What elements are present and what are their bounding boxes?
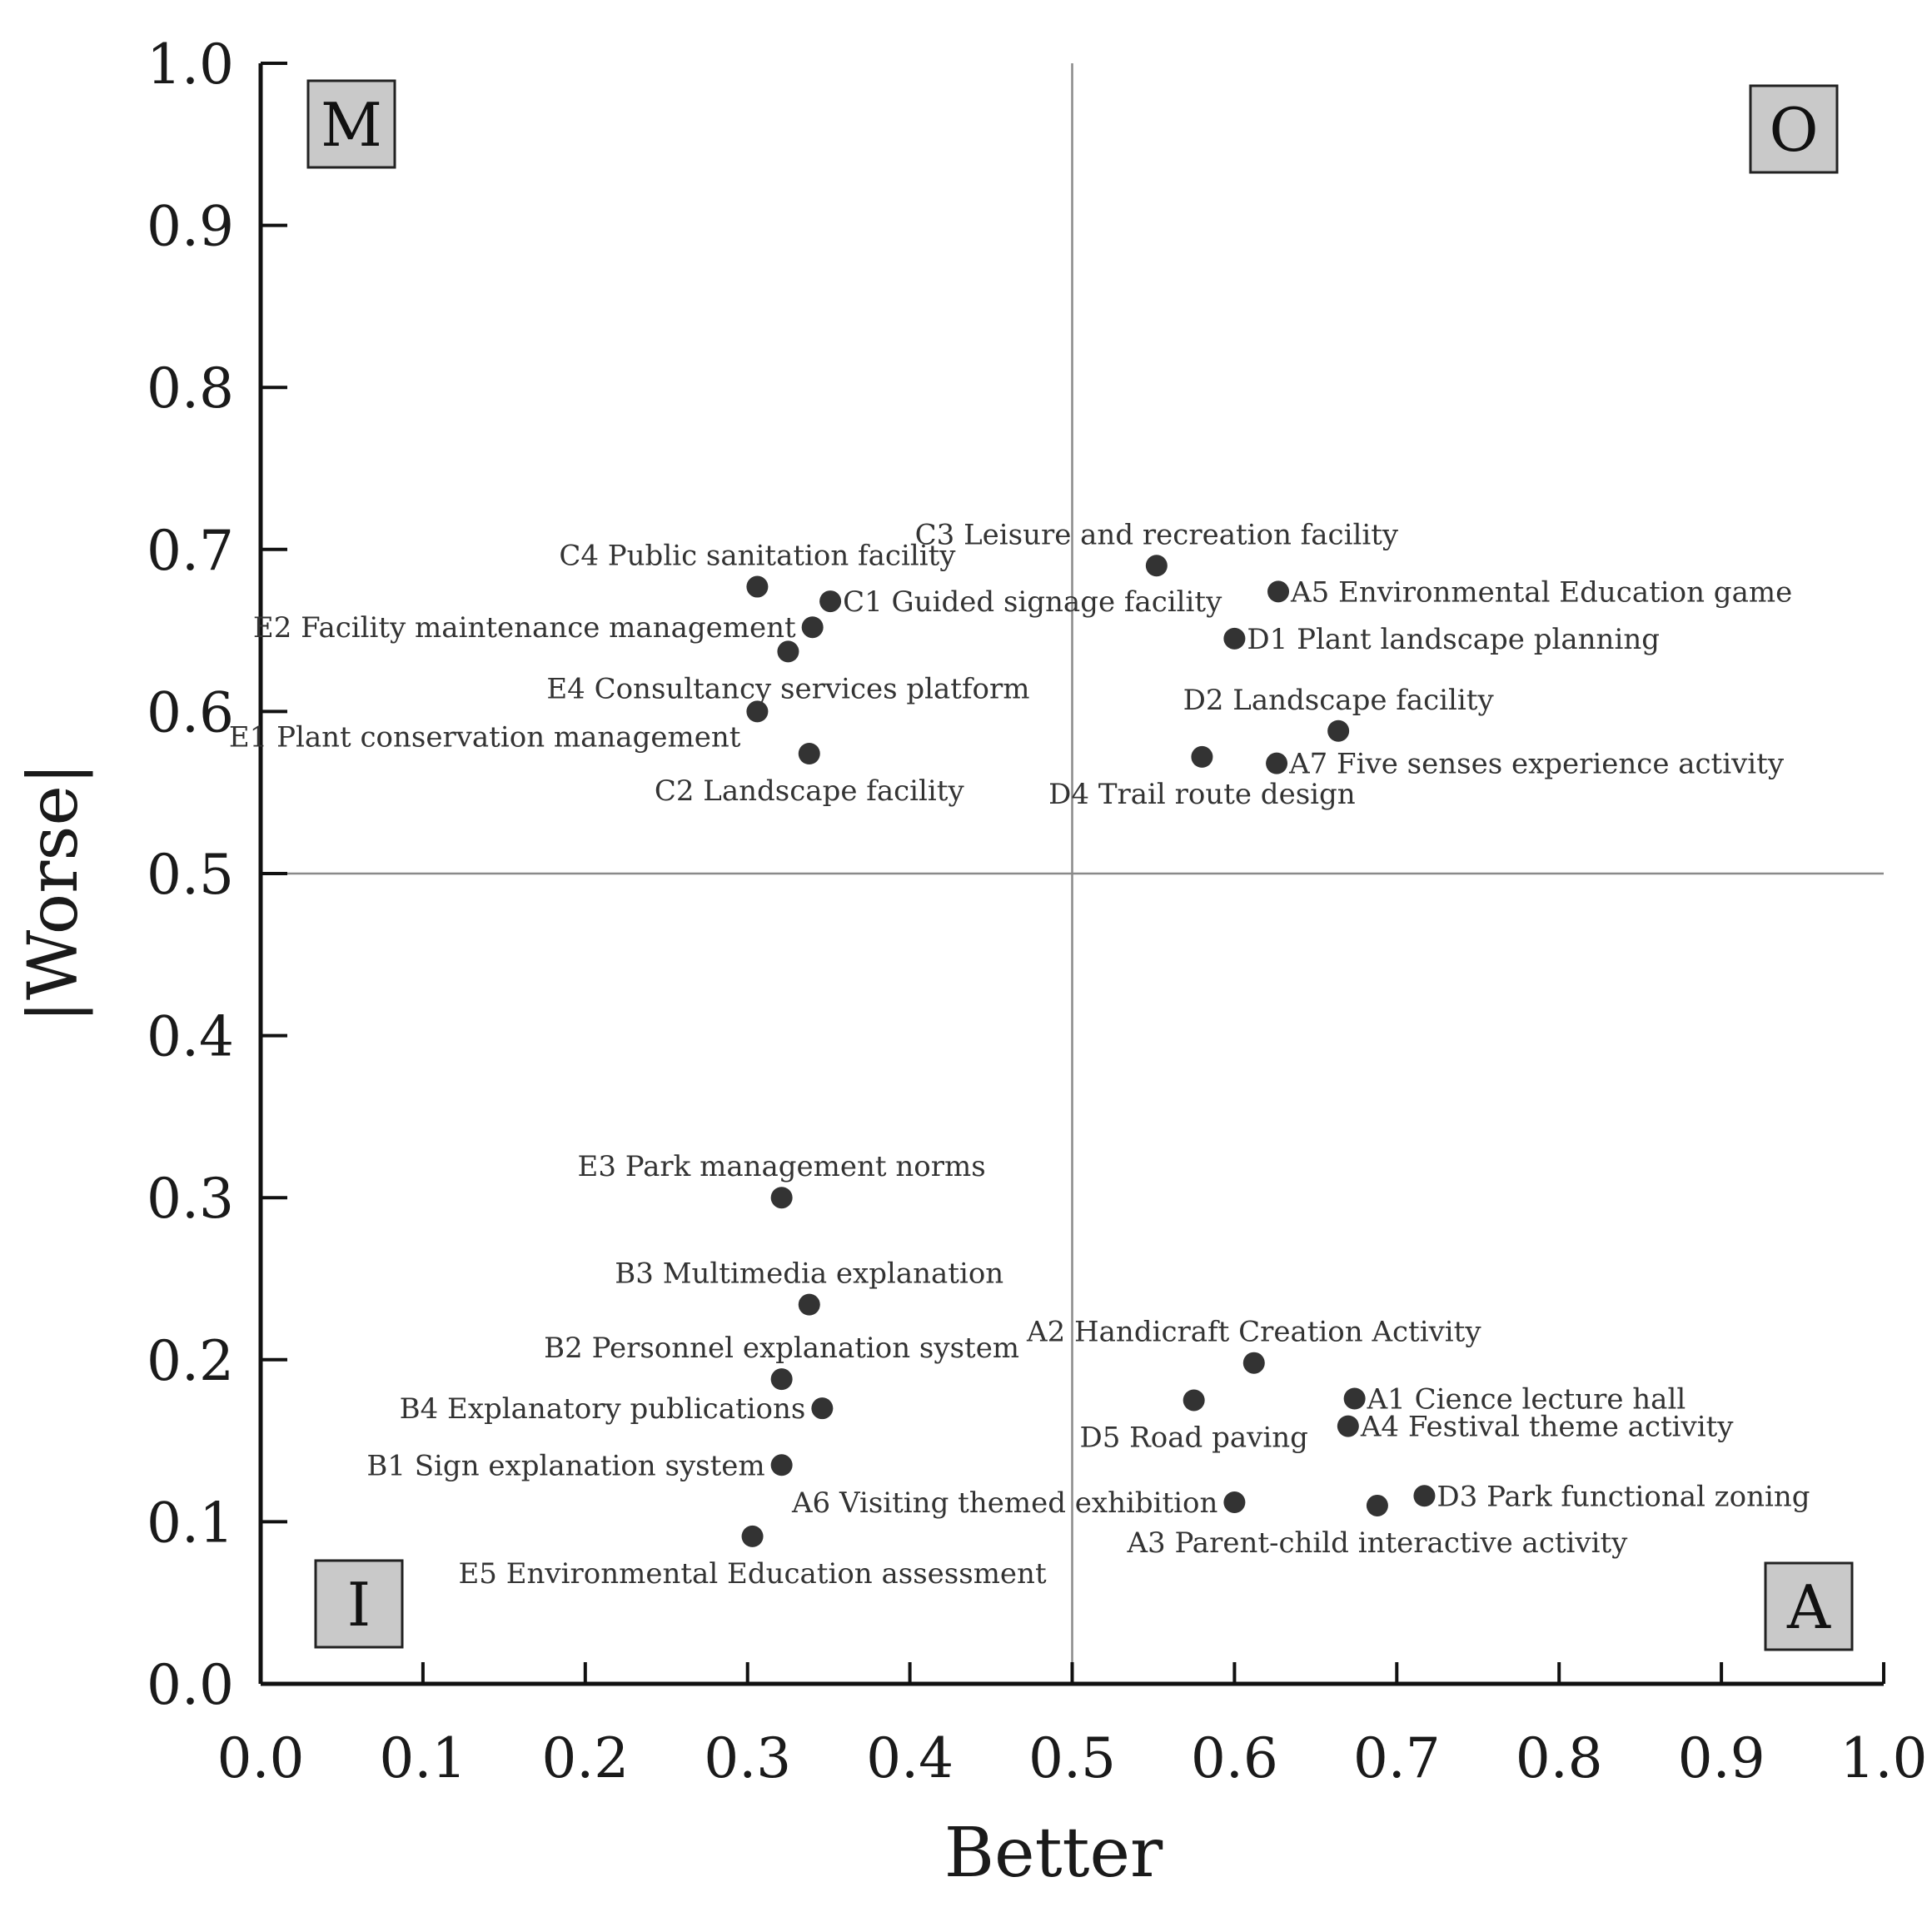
point-label: A5 Environmental Education game: [1290, 575, 1792, 609]
quadrant-label: O: [1769, 95, 1818, 165]
point-label: C1 Guided signage facility: [843, 585, 1222, 619]
data-points: [741, 555, 1436, 1547]
data-point: [1267, 580, 1290, 603]
y-tick-label: 0.3: [147, 1167, 234, 1231]
quadrant-label: A: [1786, 1572, 1831, 1642]
y-tick-label: 0.1: [147, 1491, 234, 1555]
quadrant-m-box: M: [306, 79, 396, 169]
data-point: [746, 700, 769, 723]
x-tick-label: 0.8: [1516, 1726, 1603, 1790]
data-point: [1337, 1415, 1359, 1437]
quadrant-label: M: [321, 90, 382, 160]
y-tick-label: 0.7: [147, 519, 234, 583]
x-tick-label: 1.0: [1840, 1726, 1928, 1790]
axes: 0.0 0.1 0.2 0.3 0.4 0.5 0.6 0.7 0.8 0.9 1.0 0.0 0.1 0…: [147, 32, 1927, 1790]
quadrant-o-box: O: [1749, 84, 1839, 174]
point-label: C2 Landscape facility: [655, 774, 965, 808]
x-tick-label: 0.4: [866, 1726, 954, 1790]
point-label: C4 Public sanitation facility: [559, 540, 956, 573]
x-tick-label: 0.1: [379, 1726, 466, 1790]
data-point: [770, 1454, 793, 1476]
data-point: [1413, 1485, 1436, 1507]
y-tick-label: 0.0: [147, 1653, 234, 1717]
data-point: [1266, 752, 1288, 774]
data-point: [1183, 1389, 1205, 1412]
point-label: E4 Consultancy services platform: [546, 672, 1029, 705]
data-point: [1327, 719, 1350, 742]
quadrant-i-box: I: [314, 1559, 404, 1649]
x-tick-label: 0.0: [217, 1726, 305, 1790]
point-label: B4 Explanatory publications: [400, 1392, 806, 1426]
y-axis-title: |Worse|: [14, 762, 93, 1023]
y-tick-label: 0.6: [147, 680, 234, 744]
point-label: C3 Leisure and recreation facility: [915, 518, 1399, 551]
point-label: D3 Park functional zoning: [1437, 1480, 1810, 1513]
x-tick-label: 0.6: [1191, 1726, 1278, 1790]
point-label: A2 Handicraft Creation Activity: [1026, 1316, 1481, 1349]
point-labels: C4 Public sanitation facility C1 Guided s…: [229, 518, 1810, 1591]
point-label: D4 Trail route design: [1048, 778, 1356, 811]
data-point: [798, 1293, 820, 1316]
point-label: B3 Multimedia explanation: [615, 1257, 1003, 1291]
data-point: [1366, 1494, 1388, 1516]
data-point: [1145, 555, 1168, 577]
quadrant-box: [306, 79, 396, 169]
point-label: A7 Five senses experience activity: [1288, 748, 1785, 781]
data-point: [770, 1368, 793, 1391]
point-label: E5 Environmental Education assessment: [458, 1557, 1047, 1591]
data-point: [819, 590, 842, 613]
point-label: A4 Festival theme activity: [1360, 1411, 1734, 1444]
point-label: E2 Facility maintenance management: [253, 611, 796, 645]
quadrant-box: [314, 1559, 404, 1649]
y-tick-label: 1.0: [147, 32, 234, 97]
y-tick-label: 0.9: [147, 195, 234, 259]
data-point: [1223, 627, 1246, 650]
quadrant-labels: M O I A: [306, 79, 1854, 1651]
data-point: [746, 575, 769, 598]
point-label: E3 Park management norms: [578, 1150, 986, 1183]
data-point: [1343, 1387, 1366, 1410]
point-label: D1 Plant landscape planning: [1247, 623, 1660, 656]
data-point: [1223, 1491, 1246, 1514]
y-tick-label: 0.8: [147, 356, 234, 421]
point-label: E1 Plant conservation management: [229, 720, 741, 754]
x-tick-label: 0.7: [1353, 1726, 1441, 1790]
quadrant-label: I: [347, 1570, 371, 1640]
point-label: B2 Personnel explanation system: [544, 1332, 1019, 1365]
y-tick-label: 0.2: [147, 1329, 234, 1393]
data-point: [811, 1397, 834, 1420]
y-tick-label: 0.5: [147, 843, 234, 907]
point-label: D5 Road paving: [1079, 1421, 1307, 1454]
data-point: [741, 1525, 764, 1547]
x-axis-title: Better: [944, 1814, 1163, 1893]
quadrant-a-box: A: [1764, 1561, 1854, 1651]
point-label: A1 Cience lecture hall: [1367, 1383, 1686, 1417]
quadrant-dividers: [261, 63, 1884, 1684]
y-tick-label: 0.4: [147, 1005, 234, 1069]
x-tick-label: 0.5: [1028, 1726, 1116, 1790]
point-label: A3 Parent-child interactive activity: [1126, 1526, 1628, 1560]
x-tick-label: 0.2: [541, 1726, 629, 1790]
data-point: [777, 640, 799, 663]
data-point: [1191, 745, 1213, 768]
point-label: D2 Landscape facility: [1183, 684, 1495, 717]
x-tick-label: 0.9: [1678, 1726, 1765, 1790]
data-point: [798, 742, 820, 764]
quadrant-box: [1749, 84, 1839, 174]
point-label: B1 Sign explanation system: [366, 1449, 764, 1482]
x-tick-label: 0.3: [704, 1726, 791, 1790]
data-point: [801, 616, 824, 639]
data-point: [1242, 1352, 1265, 1374]
data-point: [770, 1187, 793, 1209]
quadrant-box: [1764, 1561, 1854, 1651]
point-label: A6 Visiting themed exhibition: [791, 1486, 1217, 1520]
